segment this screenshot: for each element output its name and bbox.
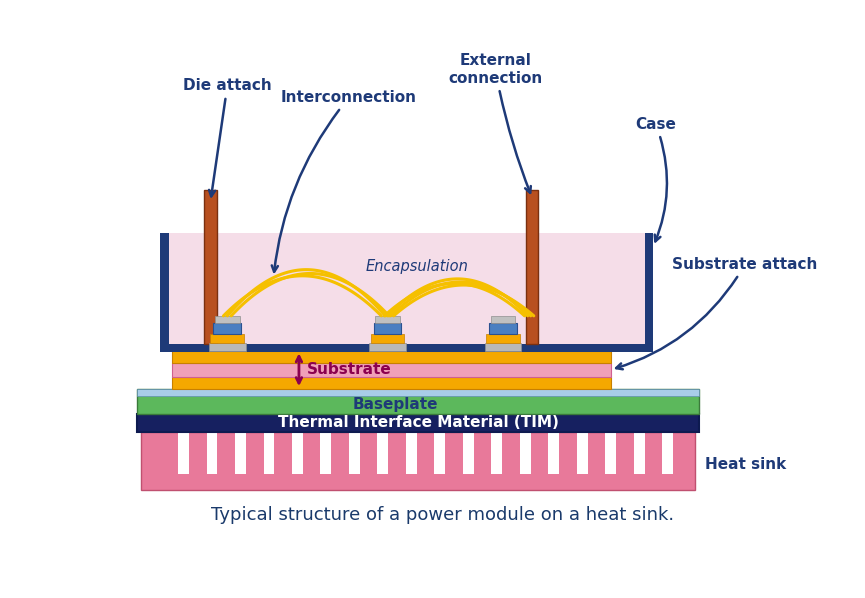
Bar — [548, 433, 559, 474]
Bar — [377, 433, 388, 474]
Bar — [489, 323, 517, 334]
Bar — [606, 433, 616, 474]
Bar — [375, 316, 400, 323]
Text: Die attach: Die attach — [183, 78, 272, 196]
Text: Encapsulation: Encapsulation — [365, 258, 468, 274]
Bar — [138, 414, 699, 432]
Bar — [486, 334, 520, 343]
Bar — [141, 432, 695, 490]
Bar — [374, 323, 401, 334]
Text: Baseplate: Baseplate — [352, 397, 438, 412]
Bar — [369, 343, 406, 350]
Text: External
connection: External connection — [448, 53, 542, 193]
Text: Typical structure of a power module on a heat sink.: Typical structure of a power module on a… — [211, 507, 675, 524]
Text: Thermal Interface Material (TIM): Thermal Interface Material (TIM) — [278, 416, 559, 431]
Bar — [172, 363, 611, 377]
Bar — [321, 433, 331, 474]
Bar — [434, 433, 445, 474]
Bar — [172, 377, 611, 389]
Bar — [210, 334, 244, 343]
Text: Substrate: Substrate — [306, 362, 391, 377]
Text: Substrate attach: Substrate attach — [616, 257, 817, 370]
Bar — [520, 433, 531, 474]
Text: Heat sink: Heat sink — [705, 457, 786, 472]
Bar — [208, 343, 246, 350]
Text: Case: Case — [636, 117, 676, 242]
Bar — [160, 233, 653, 352]
Bar — [463, 433, 474, 474]
Bar — [292, 433, 303, 474]
Bar — [406, 433, 417, 474]
Bar — [138, 389, 699, 396]
Bar — [490, 316, 516, 323]
Bar — [484, 343, 522, 350]
Bar — [491, 433, 503, 474]
Bar — [663, 433, 673, 474]
Bar — [138, 389, 699, 414]
Bar — [214, 323, 241, 334]
Text: Interconnection: Interconnection — [272, 90, 417, 272]
Bar — [634, 433, 644, 474]
Bar — [235, 433, 246, 474]
Bar — [204, 190, 216, 344]
Bar — [169, 233, 644, 344]
Bar — [370, 334, 405, 343]
Bar — [526, 190, 538, 344]
Bar — [178, 433, 189, 474]
Bar — [264, 433, 274, 474]
Bar — [207, 433, 217, 474]
Bar — [215, 316, 240, 323]
Bar — [349, 433, 360, 474]
Bar — [172, 350, 611, 363]
Bar — [577, 433, 587, 474]
